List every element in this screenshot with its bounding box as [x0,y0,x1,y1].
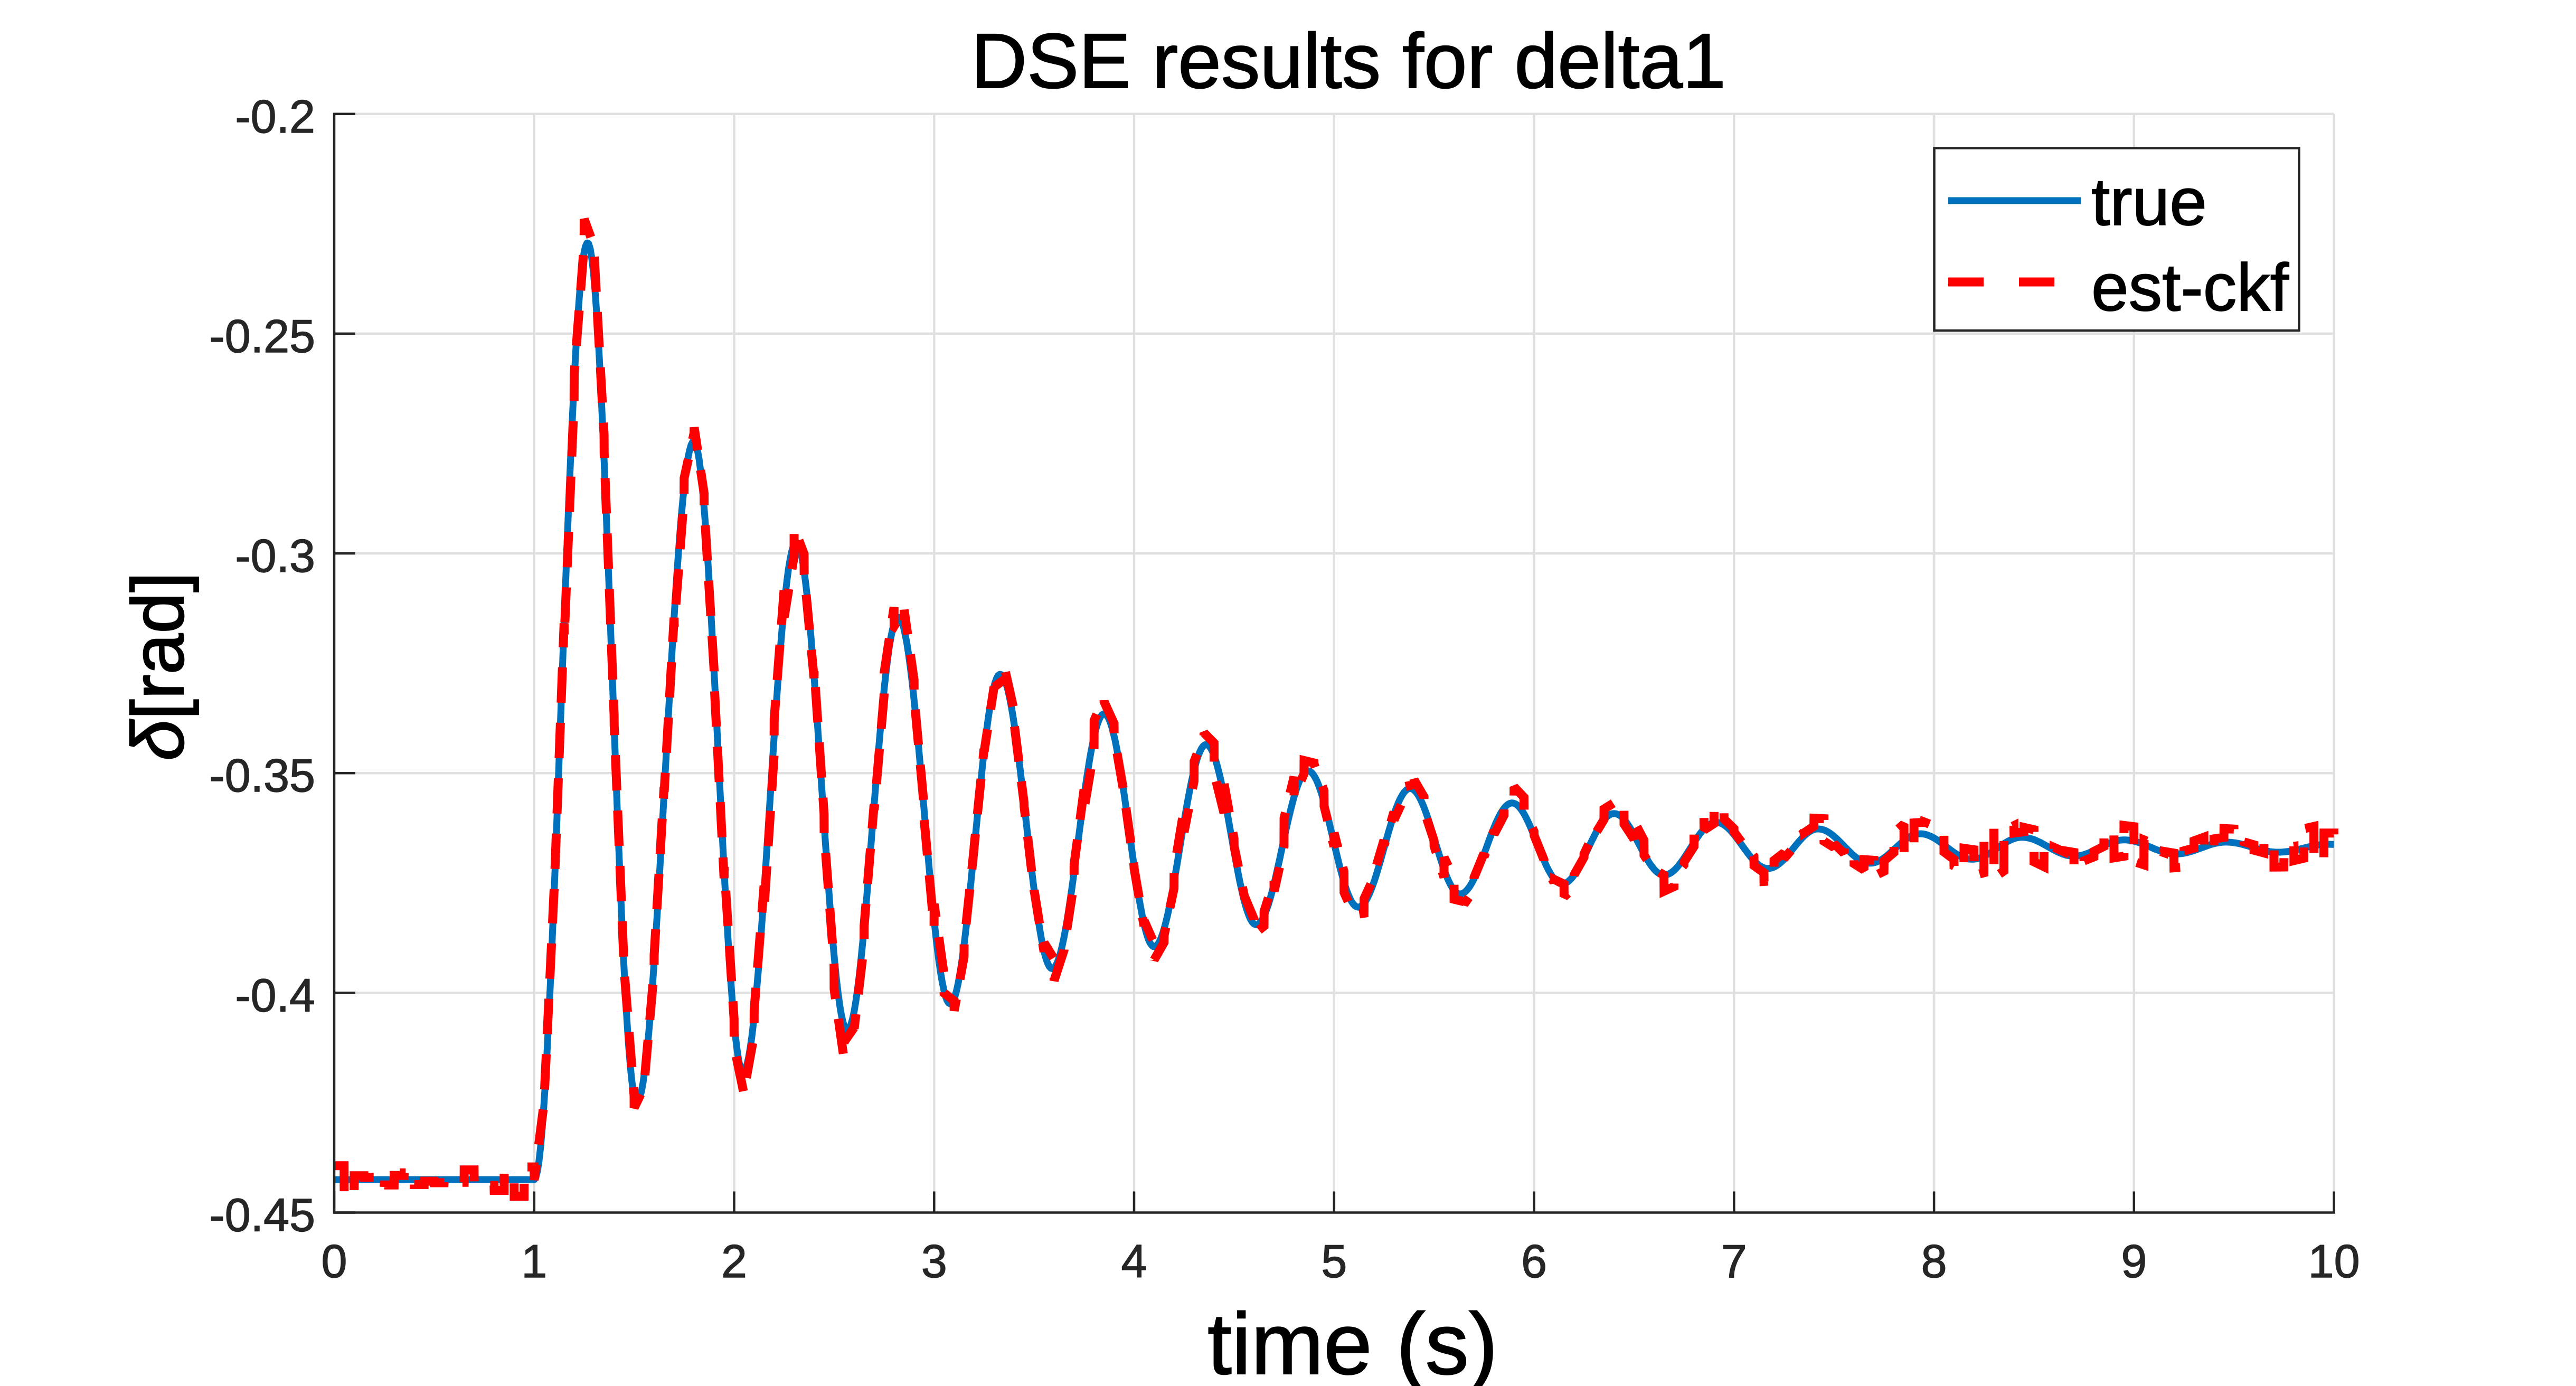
svg-text:10: 10 [2308,1235,2360,1287]
svg-text:7: 7 [1721,1235,1747,1287]
svg-text:2: 2 [721,1235,747,1287]
svg-text:4: 4 [1121,1235,1147,1287]
svg-text:6: 6 [1521,1235,1547,1287]
svg-text:8: 8 [1921,1235,1947,1287]
svg-text:true: true [2091,164,2207,239]
svg-text:δ[rad]: δ[rad] [116,572,199,761]
svg-text:-0.35: -0.35 [209,749,315,802]
svg-text:-0.25: -0.25 [209,310,315,362]
svg-text:1: 1 [521,1235,547,1287]
svg-text:time (s): time (s) [1207,1295,1498,1386]
svg-text:9: 9 [2121,1235,2147,1287]
svg-text:0: 0 [322,1235,347,1287]
svg-text:-0.45: -0.45 [209,1189,315,1241]
svg-text:-0.2: -0.2 [235,90,315,143]
svg-text:est-ckf: est-ckf [2091,250,2289,325]
svg-text:-0.4: -0.4 [235,969,315,1021]
svg-text:DSE results for delta1: DSE results for delta1 [971,18,1726,105]
svg-text:-0.3: -0.3 [235,530,315,582]
svg-text:5: 5 [1321,1235,1347,1287]
svg-text:3: 3 [921,1235,947,1287]
